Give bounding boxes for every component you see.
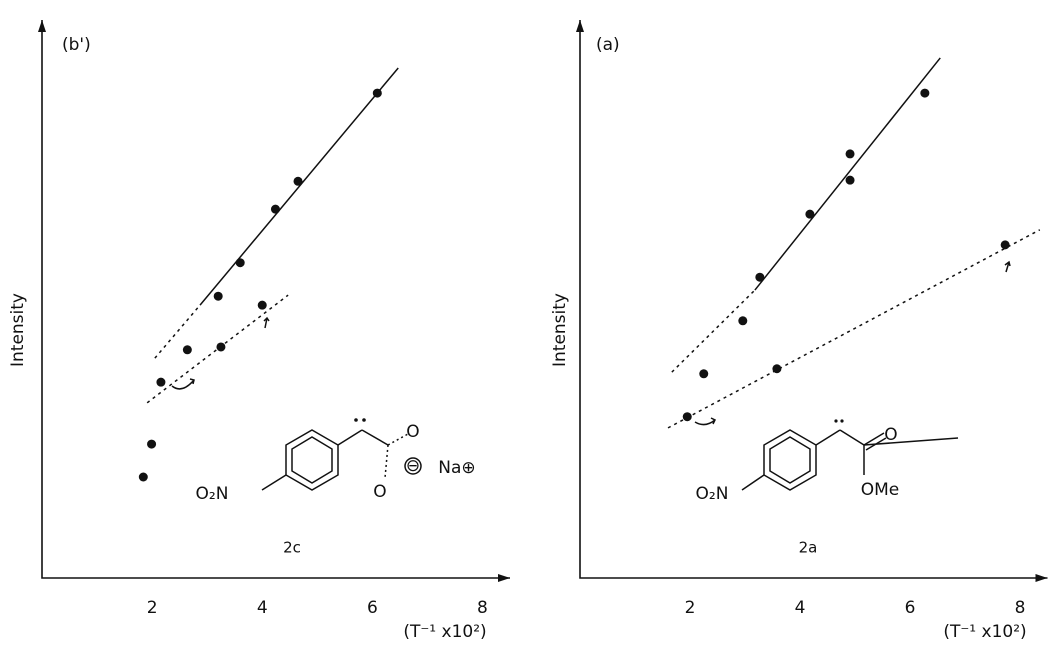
arrow (1004, 260, 1011, 273)
structure-label: O (373, 482, 386, 502)
arrow (263, 316, 270, 329)
data-point (772, 364, 782, 374)
compound-label: 2c (283, 539, 301, 557)
data-point (257, 300, 267, 310)
y-axis-label: Intensity (550, 293, 570, 367)
data-point (372, 88, 382, 98)
x-tick-label: 2 (147, 598, 158, 618)
fit-line (154, 304, 201, 359)
x-tick-label: 8 (1015, 598, 1026, 618)
structure-label: ⊖ (406, 456, 420, 476)
x-tick-label: 4 (257, 598, 268, 618)
x-tick-label: 2 (685, 598, 696, 618)
data-point (216, 342, 226, 352)
fit-line (671, 289, 756, 373)
structure-2a (741, 419, 959, 491)
fit-line (667, 229, 1041, 429)
data-point (235, 258, 245, 268)
axes (579, 20, 1048, 579)
data-point (738, 316, 748, 326)
data-point (699, 369, 709, 379)
data-point (805, 209, 815, 219)
axis-arrow (498, 574, 510, 582)
data-point (156, 377, 166, 387)
data-point (182, 345, 192, 355)
data-point (1000, 240, 1010, 250)
axis-arrow (1035, 574, 1048, 582)
data-point (845, 175, 855, 185)
x-axis-label: (T⁻¹ x10²) (403, 622, 486, 642)
data-point (138, 472, 148, 482)
arrow (694, 417, 717, 426)
compound-label: 2a (799, 539, 818, 557)
structure-label: O (884, 425, 897, 445)
y-axis-label: Intensity (8, 293, 28, 367)
data-point (293, 176, 303, 186)
axis-arrow (38, 20, 46, 32)
structure-label: OMe (861, 480, 900, 500)
panel-label: (a) (596, 35, 620, 55)
structure-label: O (406, 422, 419, 442)
axes (41, 20, 510, 579)
data-point (920, 88, 930, 98)
structure-label: O₂N (196, 484, 229, 504)
fit-line (199, 67, 399, 306)
data-point (755, 272, 765, 282)
structure-label: O₂N (696, 484, 729, 504)
fit-line (146, 294, 289, 404)
structure-label: Na⊕ (438, 458, 475, 478)
data-point (213, 291, 223, 301)
data-point (147, 439, 157, 449)
x-tick-label: 6 (367, 598, 378, 618)
x-tick-label: 6 (905, 598, 916, 618)
arrow (171, 378, 195, 390)
structure-2c (261, 418, 422, 491)
x-tick-label: 4 (795, 598, 806, 618)
panel-label: (b') (62, 35, 91, 55)
data-point (682, 412, 692, 422)
x-axis-label: (T⁻¹ x10²) (943, 622, 1026, 642)
x-tick-label: 8 (477, 598, 488, 618)
fit-line (754, 57, 941, 291)
data-point (845, 149, 855, 159)
data-point (270, 204, 280, 214)
axis-arrow (576, 20, 584, 32)
